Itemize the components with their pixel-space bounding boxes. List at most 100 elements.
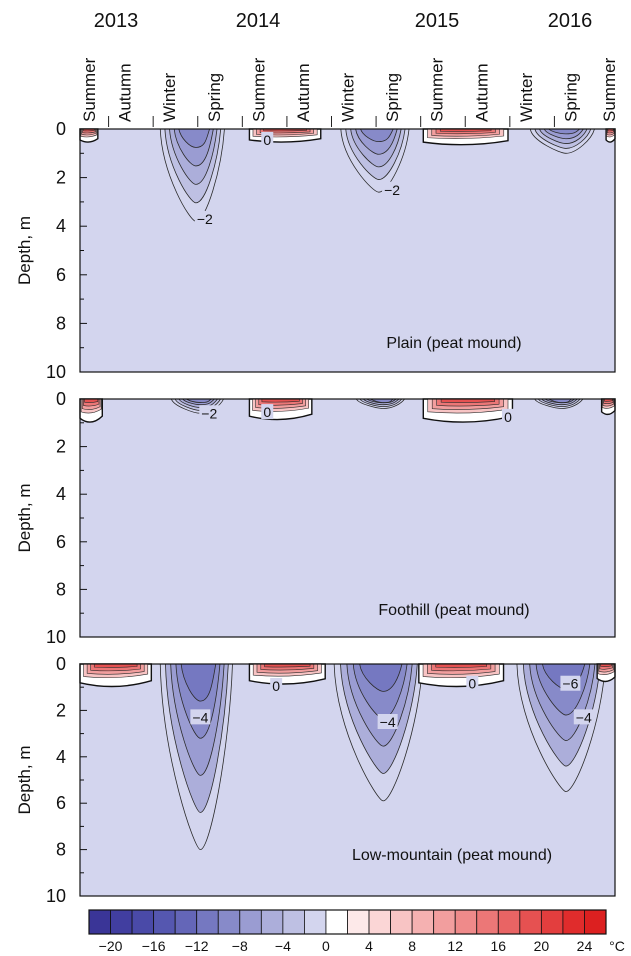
y-tick-label: 2 bbox=[56, 437, 66, 457]
y-tick-label: 10 bbox=[46, 627, 66, 647]
season-label: Winter bbox=[339, 73, 358, 122]
contour-label: 0 bbox=[263, 132, 271, 148]
warm-contour bbox=[84, 398, 99, 403]
colorbar-swatch bbox=[153, 909, 176, 935]
season-label: Summer bbox=[249, 57, 268, 122]
y-tick-label: 4 bbox=[56, 216, 66, 236]
colorbar-tick-label: −4 bbox=[275, 938, 291, 954]
panel-2: 0 2 4 6 8 10 Depth, m −2 0 0 Foothill (peat mound) bbox=[15, 389, 616, 647]
warm-contour bbox=[93, 663, 138, 668]
warm-contour bbox=[440, 398, 495, 403]
season-label: Spring bbox=[383, 73, 402, 122]
season-label: Autumn bbox=[294, 63, 313, 122]
panel-title: Low-mountain (peat mound) bbox=[352, 847, 552, 864]
contour-label: −6 bbox=[562, 676, 578, 692]
panel-1: 0 2 4 6 8 10 Depth, m 0 −2 −2 Plain (peat mound) bbox=[15, 119, 616, 382]
colorbar-tick-label: 24 bbox=[577, 938, 593, 954]
colorbar-tick-label: −8 bbox=[232, 938, 248, 954]
colorbar-tick-label: 16 bbox=[491, 938, 507, 954]
colorbar: −20 −16 −12 −8 −4 0 4 8 12 16 20 24 °C bbox=[88, 909, 625, 954]
contour-label: 0 bbox=[468, 676, 476, 692]
colorbar-swatch bbox=[433, 909, 456, 935]
plot-background bbox=[80, 399, 615, 637]
season-label: Summer bbox=[600, 57, 619, 122]
contour-label: 0 bbox=[263, 404, 271, 420]
cold-contour bbox=[548, 398, 572, 403]
warm-contour bbox=[261, 398, 300, 403]
contour-label-bg bbox=[573, 709, 594, 725]
y-tick-label: 8 bbox=[56, 840, 66, 860]
colorbar-swatch bbox=[304, 909, 327, 935]
year-label: 2016 bbox=[548, 10, 593, 32]
colorbar-tick-label: −12 bbox=[185, 938, 209, 954]
y-axis-title: Depth, m bbox=[15, 484, 34, 553]
cold-contour bbox=[370, 398, 394, 403]
contour-label: −2 bbox=[197, 211, 213, 227]
colorbar-swatch bbox=[454, 909, 478, 935]
cold-contour bbox=[185, 398, 212, 403]
contour-label-bg bbox=[261, 404, 274, 420]
colorbar-tick-label: 20 bbox=[534, 938, 550, 954]
colorbar-swatch bbox=[282, 909, 305, 935]
colorbar-tick-label: 0 bbox=[322, 938, 330, 954]
panel-title: Foothill (peat mound) bbox=[378, 602, 529, 619]
y-tick-label: 0 bbox=[56, 654, 66, 674]
colorbar-swatch bbox=[368, 909, 391, 935]
colorbar-swatch bbox=[174, 909, 198, 935]
cold-contour bbox=[547, 128, 581, 135]
season-label: Spring bbox=[561, 73, 580, 122]
year-label: 2015 bbox=[415, 10, 460, 32]
season-label: Autumn bbox=[472, 63, 491, 122]
panel-title: Plain (peat mound) bbox=[386, 335, 521, 352]
contour-label-bg bbox=[199, 405, 220, 421]
y-axis-title: Depth, m bbox=[15, 216, 34, 285]
y-axis-title: Depth, m bbox=[15, 746, 34, 815]
season-label: Spring bbox=[205, 73, 224, 122]
contour-label-bg bbox=[382, 181, 403, 197]
season-labels: Summer Autumn Winter Spring Summer Autumn Wint… bbox=[80, 57, 619, 127]
colorbar-tick-label: −16 bbox=[142, 938, 166, 954]
panels: 0 2 4 6 8 10 Depth, m 0 −2 −2 Plain (peat mound) 0 2… bbox=[15, 119, 616, 906]
colorbar-swatch bbox=[497, 909, 521, 935]
contour-label: −4 bbox=[576, 709, 592, 725]
y-tick-label: 2 bbox=[56, 168, 66, 188]
contour-label-bg bbox=[502, 408, 514, 424]
colorbar-swatch bbox=[390, 909, 413, 935]
colorbar-swatch bbox=[325, 909, 348, 935]
y-tick-label: 2 bbox=[56, 700, 66, 720]
y-tick-label: 6 bbox=[56, 265, 66, 285]
y-tick-label: 6 bbox=[56, 532, 66, 552]
contour-label-bg bbox=[560, 675, 581, 691]
colorbar-swatch bbox=[88, 909, 111, 935]
contour-label: −2 bbox=[201, 405, 217, 421]
contour-label-bg bbox=[270, 678, 283, 694]
contour-label-bg bbox=[377, 714, 398, 729]
contour-label: −4 bbox=[380, 714, 396, 730]
warm-contour bbox=[435, 663, 487, 668]
y-tick-label: 10 bbox=[46, 362, 66, 382]
colorbar-swatch bbox=[110, 909, 133, 935]
contour-label: 0 bbox=[504, 409, 512, 425]
panel-3: 0 2 4 6 8 10 Depth, m 0 0 −4 −4 −6 −4 Low-mountain (p… bbox=[15, 654, 616, 906]
contour-label-bg bbox=[194, 210, 215, 226]
colorbar-swatch bbox=[519, 909, 542, 935]
colorbar-swatch bbox=[217, 909, 241, 935]
cold-contour bbox=[178, 128, 211, 148]
warm-contour bbox=[264, 663, 311, 668]
season-label: Summer bbox=[428, 57, 447, 122]
contour-label: −2 bbox=[384, 182, 400, 198]
cold-contour bbox=[359, 663, 403, 692]
colorbar-swatch bbox=[196, 909, 219, 935]
colorbar-swatch bbox=[347, 909, 370, 935]
y-tick-label: 6 bbox=[56, 793, 66, 813]
contour-label: −4 bbox=[192, 709, 208, 725]
y-tick-label: 4 bbox=[56, 747, 66, 767]
colorbar-swatch bbox=[476, 909, 499, 935]
y-tick-label: 8 bbox=[56, 579, 66, 599]
colorbar-unit: °C bbox=[609, 938, 625, 954]
colorbar-swatch bbox=[411, 909, 435, 935]
colorbar-tick-label: 12 bbox=[447, 938, 463, 954]
contour-label-bg bbox=[190, 709, 211, 725]
plot-background bbox=[80, 129, 615, 372]
